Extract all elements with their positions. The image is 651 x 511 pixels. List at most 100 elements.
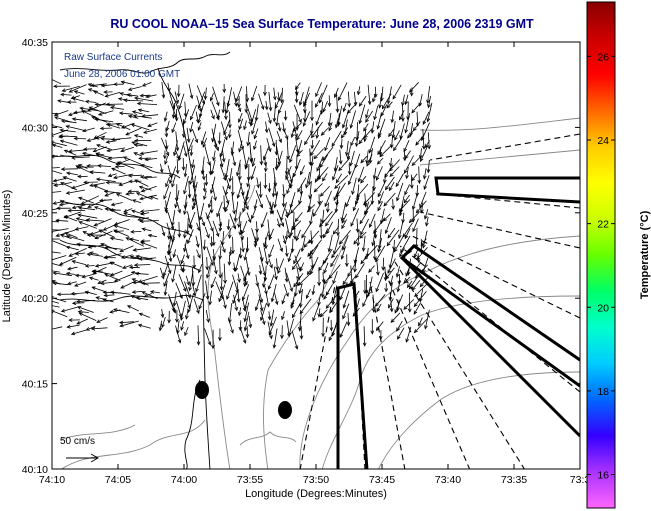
current-vector-head bbox=[84, 264, 89, 268]
current-vector-head bbox=[208, 301, 213, 306]
current-vector bbox=[75, 226, 89, 230]
current-vector bbox=[414, 318, 428, 333]
current-vector bbox=[82, 127, 95, 132]
current-vector bbox=[336, 190, 339, 206]
current-vector bbox=[184, 101, 187, 117]
current-vector-head bbox=[149, 290, 155, 294]
current-vector bbox=[254, 128, 259, 139]
x-tick-label: 73:45 bbox=[369, 474, 395, 486]
current-vector-head bbox=[344, 262, 349, 268]
current-vector-head bbox=[315, 103, 319, 108]
current-vector-head bbox=[237, 107, 242, 113]
current-vector bbox=[397, 280, 401, 292]
current-vector bbox=[359, 231, 367, 239]
current-vector-head bbox=[187, 294, 191, 299]
current-vector-head bbox=[77, 196, 83, 201]
current-vector bbox=[343, 290, 350, 308]
current-vector-head bbox=[81, 110, 86, 114]
current-vector-head bbox=[248, 323, 253, 329]
current-vector-head bbox=[249, 159, 254, 164]
current-vector bbox=[83, 148, 97, 150]
current-vector-head bbox=[281, 300, 286, 305]
current-vector-head bbox=[177, 209, 182, 214]
current-vector bbox=[212, 249, 215, 260]
current-vector-head bbox=[135, 254, 140, 259]
current-vector bbox=[296, 155, 298, 170]
current-vector-head bbox=[420, 157, 424, 163]
current-vector-head bbox=[421, 145, 426, 150]
current-vector-head bbox=[93, 222, 98, 227]
current-vector bbox=[309, 239, 323, 255]
current-vector-head bbox=[284, 252, 289, 258]
current-vector-head bbox=[185, 315, 189, 320]
current-vector bbox=[318, 293, 321, 306]
current-vector-head bbox=[407, 134, 411, 139]
current-vector-head bbox=[97, 163, 102, 168]
current-vector bbox=[336, 182, 346, 198]
current-vector bbox=[413, 291, 427, 307]
current-vector bbox=[121, 81, 135, 85]
current-vector bbox=[234, 201, 239, 222]
current-vector bbox=[64, 215, 78, 222]
current-vector bbox=[204, 226, 210, 238]
current-vector-head bbox=[227, 134, 232, 139]
current-vector bbox=[309, 244, 319, 259]
current-vector bbox=[322, 146, 334, 161]
current-vector-head bbox=[163, 155, 167, 160]
current-vector bbox=[328, 264, 341, 279]
current-vector-head bbox=[188, 223, 192, 229]
current-vector bbox=[133, 152, 143, 157]
current-vector-head bbox=[86, 138, 91, 142]
current-vector-head bbox=[309, 270, 314, 275]
current-vector-head bbox=[298, 289, 303, 295]
scale-vector: 50 cm/s bbox=[60, 436, 99, 463]
current-vector-head bbox=[71, 185, 76, 190]
current-vector bbox=[187, 138, 194, 152]
current-vector-head bbox=[197, 104, 202, 110]
current-vector-head bbox=[226, 295, 230, 300]
current-vector bbox=[52, 305, 60, 308]
current-vector bbox=[235, 253, 241, 272]
current-vector bbox=[86, 219, 104, 222]
current-vector-head bbox=[71, 97, 77, 101]
current-vector bbox=[183, 239, 188, 252]
current-vector-head bbox=[110, 202, 115, 207]
current-vector-head bbox=[373, 116, 378, 121]
current-vector bbox=[377, 112, 382, 129]
current-vector bbox=[137, 103, 158, 105]
current-vector bbox=[293, 104, 302, 123]
current-vector-head bbox=[415, 141, 420, 146]
current-vector-head bbox=[334, 124, 339, 129]
current-vector bbox=[409, 211, 420, 223]
current-vector bbox=[315, 109, 323, 125]
current-vector-head bbox=[346, 322, 351, 327]
current-vector bbox=[74, 281, 87, 287]
current-vector-head bbox=[97, 112, 103, 116]
current-vector bbox=[54, 116, 72, 123]
current-vector-head bbox=[53, 112, 59, 117]
current-vector-head bbox=[355, 200, 359, 206]
current-vector-head bbox=[188, 286, 192, 292]
current-vector-head bbox=[315, 92, 319, 98]
current-vector-head bbox=[161, 94, 166, 99]
current-vector bbox=[103, 299, 114, 303]
current-vector-head bbox=[306, 208, 311, 213]
current-vector-head bbox=[377, 193, 382, 198]
current-vector bbox=[175, 131, 179, 151]
beam-outline bbox=[336, 282, 369, 469]
current-vector bbox=[251, 166, 257, 180]
current-vector bbox=[291, 293, 296, 306]
current-vector-head bbox=[253, 243, 258, 248]
current-vector-head bbox=[319, 192, 324, 197]
current-vector bbox=[160, 163, 163, 173]
current-vector-head bbox=[176, 93, 181, 98]
current-vector bbox=[359, 211, 368, 224]
current-vector-head bbox=[385, 275, 390, 280]
current-vector-head bbox=[139, 196, 144, 201]
current-vector-head bbox=[170, 225, 175, 231]
current-vector bbox=[305, 171, 310, 188]
current-vector bbox=[145, 94, 157, 98]
dashed-ray bbox=[429, 133, 580, 161]
current-vector bbox=[195, 274, 202, 292]
current-vector bbox=[414, 282, 429, 297]
